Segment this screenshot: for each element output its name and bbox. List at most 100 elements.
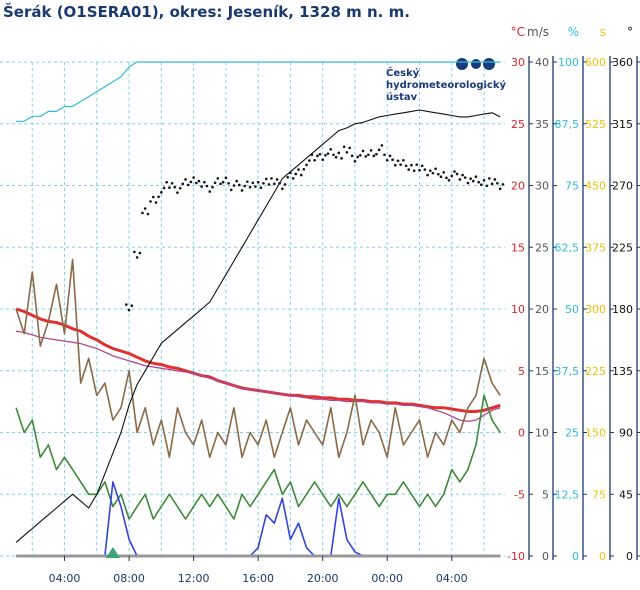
axis-tick-label: 15 [511, 241, 525, 254]
direction-point [141, 211, 144, 215]
direction-point [130, 304, 134, 308]
direction-point [289, 171, 292, 175]
direction-point [488, 177, 491, 180]
axis-tick-label: 600 [585, 56, 606, 69]
direction-point [224, 176, 228, 180]
direction-point [310, 153, 314, 157]
axis-tick-label: 87,5 [555, 118, 580, 131]
axis-tick-label: 20 [511, 180, 525, 193]
direction-point [423, 168, 427, 171]
direction-point [358, 154, 362, 157]
axis-unit-label: °C [511, 25, 525, 39]
series-humidity [16, 61, 501, 122]
direction-point [229, 188, 233, 192]
direction-point [404, 164, 408, 168]
direction-point [461, 173, 464, 177]
direction-point [324, 154, 327, 157]
axis-tick-label: 25 [511, 118, 525, 131]
logo-dot-right [483, 58, 495, 70]
direction-point [428, 169, 432, 172]
direction-point [431, 171, 435, 175]
axis-tick-label: 45 [619, 488, 633, 501]
axis-tick-label: 450 [585, 180, 606, 193]
direction-point [246, 180, 249, 183]
x-tick-label: 00:00 [371, 572, 403, 585]
axis-tick-label: 375 [585, 241, 606, 254]
series-wind_gust [15, 258, 501, 458]
direction-point [445, 176, 448, 180]
direction-point [200, 185, 203, 188]
direction-point [135, 256, 139, 259]
direction-point [498, 187, 502, 191]
logo-dot-left [456, 58, 468, 70]
direction-point [232, 184, 236, 187]
direction-point [348, 146, 351, 150]
direction-point [353, 160, 357, 163]
logo-text-line: Český [386, 66, 420, 79]
direction-point [485, 184, 489, 188]
direction-point [173, 185, 177, 189]
axis-tick-label: 20 [535, 303, 549, 316]
axis-tick-label: -5 [514, 488, 525, 501]
direction-point [496, 182, 499, 185]
direction-point [350, 154, 354, 158]
direction-point [189, 180, 193, 184]
direction-point [205, 184, 209, 188]
direction-point [437, 172, 440, 176]
direction-point [170, 182, 174, 185]
axis-tick-label: 25 [565, 427, 579, 440]
axis-tick-label: 150 [585, 427, 606, 440]
direction-point [235, 179, 238, 183]
axis-unit-label: m/s [527, 25, 549, 39]
logo-text-line: hydrometeorologický [386, 79, 506, 91]
direction-point [412, 169, 416, 172]
direction-point [364, 155, 368, 158]
direction-point [321, 158, 324, 162]
axis-unit-label: ° [627, 25, 633, 39]
direction-point [493, 178, 497, 181]
direction-point [356, 155, 359, 159]
direction-point [466, 181, 470, 185]
direction-point [256, 180, 260, 184]
axis-tick-label: 10 [511, 303, 525, 316]
direction-point [450, 174, 454, 178]
direction-point [192, 176, 195, 179]
series-layer [15, 61, 505, 558]
logo-text: Český hydrometeorologický ústav [386, 66, 506, 103]
direction-point [477, 180, 481, 184]
axis-tick-label: 525 [585, 118, 606, 131]
direction-point [453, 170, 456, 173]
direction-point [479, 183, 483, 186]
direction-point [219, 182, 222, 186]
direction-point [157, 195, 160, 199]
axis-tick-label: -10 [507, 550, 525, 563]
axis-unit-label: % [568, 25, 579, 39]
direction-point [178, 186, 182, 190]
axis-tick-label: 12,5 [555, 488, 580, 501]
direction-point [283, 183, 287, 186]
direction-point [402, 158, 405, 162]
direction-point [463, 176, 467, 179]
direction-point [272, 182, 276, 186]
direction-point [267, 183, 271, 186]
direction-point [439, 175, 443, 179]
direction-point [160, 191, 163, 194]
direction-point [399, 163, 402, 166]
direction-point [313, 158, 316, 162]
direction-point [197, 179, 201, 183]
series-direction_line [15, 109, 501, 543]
logo-text-line: ústav [386, 91, 418, 103]
axis-tick-label: 300 [585, 303, 606, 316]
x-tick-label: 20:00 [307, 572, 339, 585]
axis-tick-label: 25 [535, 241, 549, 254]
direction-point [380, 144, 384, 147]
direction-point [326, 152, 330, 155]
direction-point [410, 163, 413, 167]
direction-point [447, 178, 451, 182]
direction-point [385, 158, 389, 162]
direction-point [455, 172, 459, 176]
x-tick-label: 08:00 [113, 572, 145, 585]
direction-point [154, 201, 158, 204]
direction-point [418, 168, 421, 172]
direction-point [329, 147, 333, 151]
